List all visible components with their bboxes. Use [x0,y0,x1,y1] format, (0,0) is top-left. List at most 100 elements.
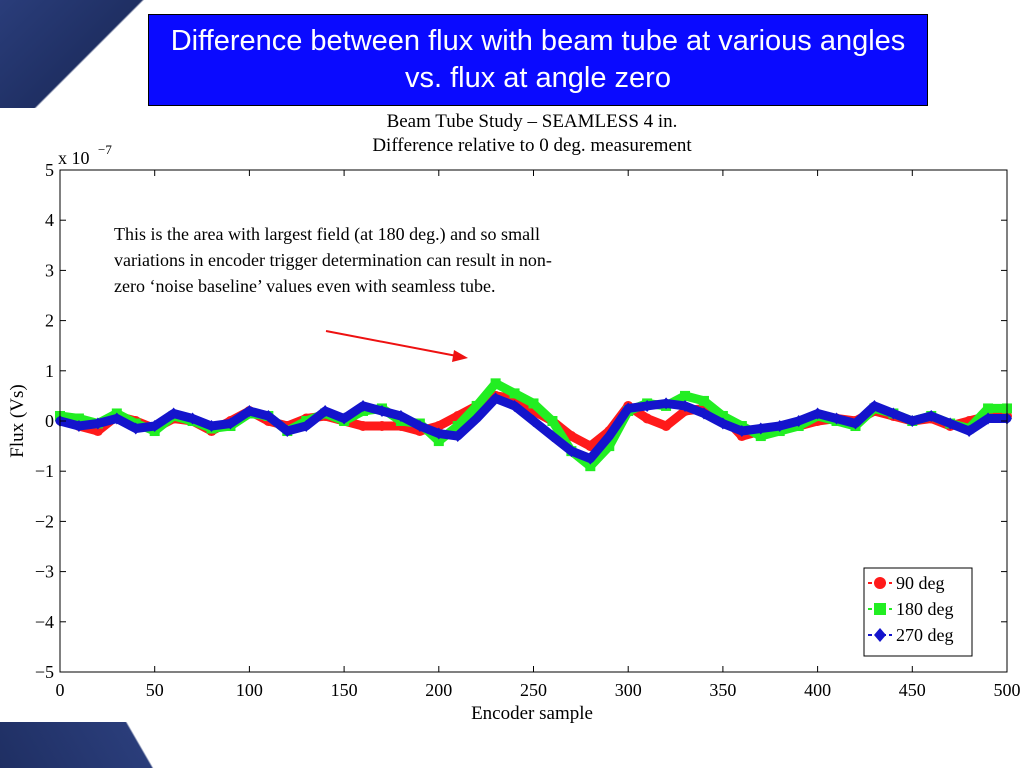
data-point [395,409,406,422]
data-point [642,413,653,424]
legend-item: 270 deg [868,625,954,645]
x-tick-label: 400 [804,680,831,700]
y-axis-label: Flux (Vs) [7,384,28,457]
data-point [736,425,747,438]
data-point [452,430,463,443]
data-point [661,397,672,410]
legend-item: 180 deg [868,599,954,619]
x-tick-label: 0 [56,680,65,700]
data-point [509,399,520,412]
data-point [547,416,558,426]
data-point [566,431,577,442]
x-tick-label: 250 [520,680,547,700]
data-point [812,407,823,420]
x-tick-label: 150 [331,680,358,700]
data-point [793,415,804,427]
data-point [433,427,444,440]
data-point [907,415,918,427]
ticks-layer: 0 50 100 150 200 250 300 350 400 450 500 5 4 3 2 1 0 −1 −2… [35,160,1021,700]
y-tick-label: 0 [45,411,54,431]
legend-label: 90 deg [896,573,945,593]
data-point [623,402,634,415]
data-point [528,398,539,409]
data-point [680,390,691,401]
slide-title-box: Difference between flux with beam tube a… [148,14,928,106]
data-point [358,421,369,432]
data-point [774,420,785,433]
y-tick-label: 2 [45,311,54,331]
data-point [755,422,766,435]
y-tick-label: −2 [35,511,54,531]
data-point [73,420,84,433]
y-tick-label: −3 [35,562,54,582]
corner-decoration-top [0,0,150,108]
data-point [642,399,653,412]
data-point [358,399,369,412]
data-point [92,417,103,430]
data-point [964,425,975,438]
data-point [604,430,615,443]
y-tick-label: 1 [45,361,54,381]
data-point [717,417,728,430]
data-point [471,400,482,411]
data-point [604,441,615,452]
y-tick-label: −5 [35,662,54,682]
x-tick-label: 300 [615,680,642,700]
x-tick-label: 450 [899,680,926,700]
data-point [585,461,596,472]
slide-title: Difference between flux with beam tube a… [170,25,906,94]
data-point [680,399,691,412]
data-point [206,420,217,433]
legend-marker [874,628,886,642]
annotation-arrow [325,330,463,358]
data-point [983,412,994,425]
x-tick-label: 100 [236,680,263,700]
x-tick-label: 50 [146,680,164,700]
data-point [585,441,596,452]
y-tick-label: 5 [45,160,54,180]
data-point [225,417,236,430]
data-point [149,420,160,433]
data-point [888,407,899,420]
data-point [339,412,350,425]
x-axis-label: Encoder sample [471,703,593,724]
data-point [376,421,387,432]
data-point [717,410,728,421]
data-point [490,378,501,389]
data-point [755,431,766,442]
data-point [585,452,596,465]
legend-label: 180 deg [896,599,954,619]
data-point [926,409,937,422]
data-point [263,409,274,422]
y-tick-label: −1 [35,461,54,481]
data-point [831,412,842,425]
data-point [433,436,444,447]
legend-item: 90 deg [868,573,945,593]
legend: 90 deg 180 deg 270 deg [863,567,973,657]
annotation-arrowhead [452,350,468,362]
data-point [187,412,198,425]
data-point [566,445,577,458]
data-point [301,420,312,433]
legend-marker [874,577,886,589]
data-point [869,399,880,412]
y-tick-label: 3 [45,260,54,280]
data-point [698,407,709,420]
y-exponent-base: x 10 [58,148,90,168]
data-point [983,403,994,414]
data-point [547,430,558,443]
data-point [471,412,482,425]
data-point [528,415,539,427]
annotation-text: This is the area with largest field (at … [114,224,552,296]
data-point [698,395,709,406]
x-tick-label: 500 [994,680,1021,700]
chart-subtitle: Difference relative to 0 deg. measuremen… [372,135,692,156]
data-point [320,404,331,417]
data-point [244,404,255,417]
data-point [945,417,956,430]
legend-marker [874,603,886,615]
data-point [168,407,179,420]
data-point [490,392,501,405]
legend-label: 270 deg [896,625,954,645]
